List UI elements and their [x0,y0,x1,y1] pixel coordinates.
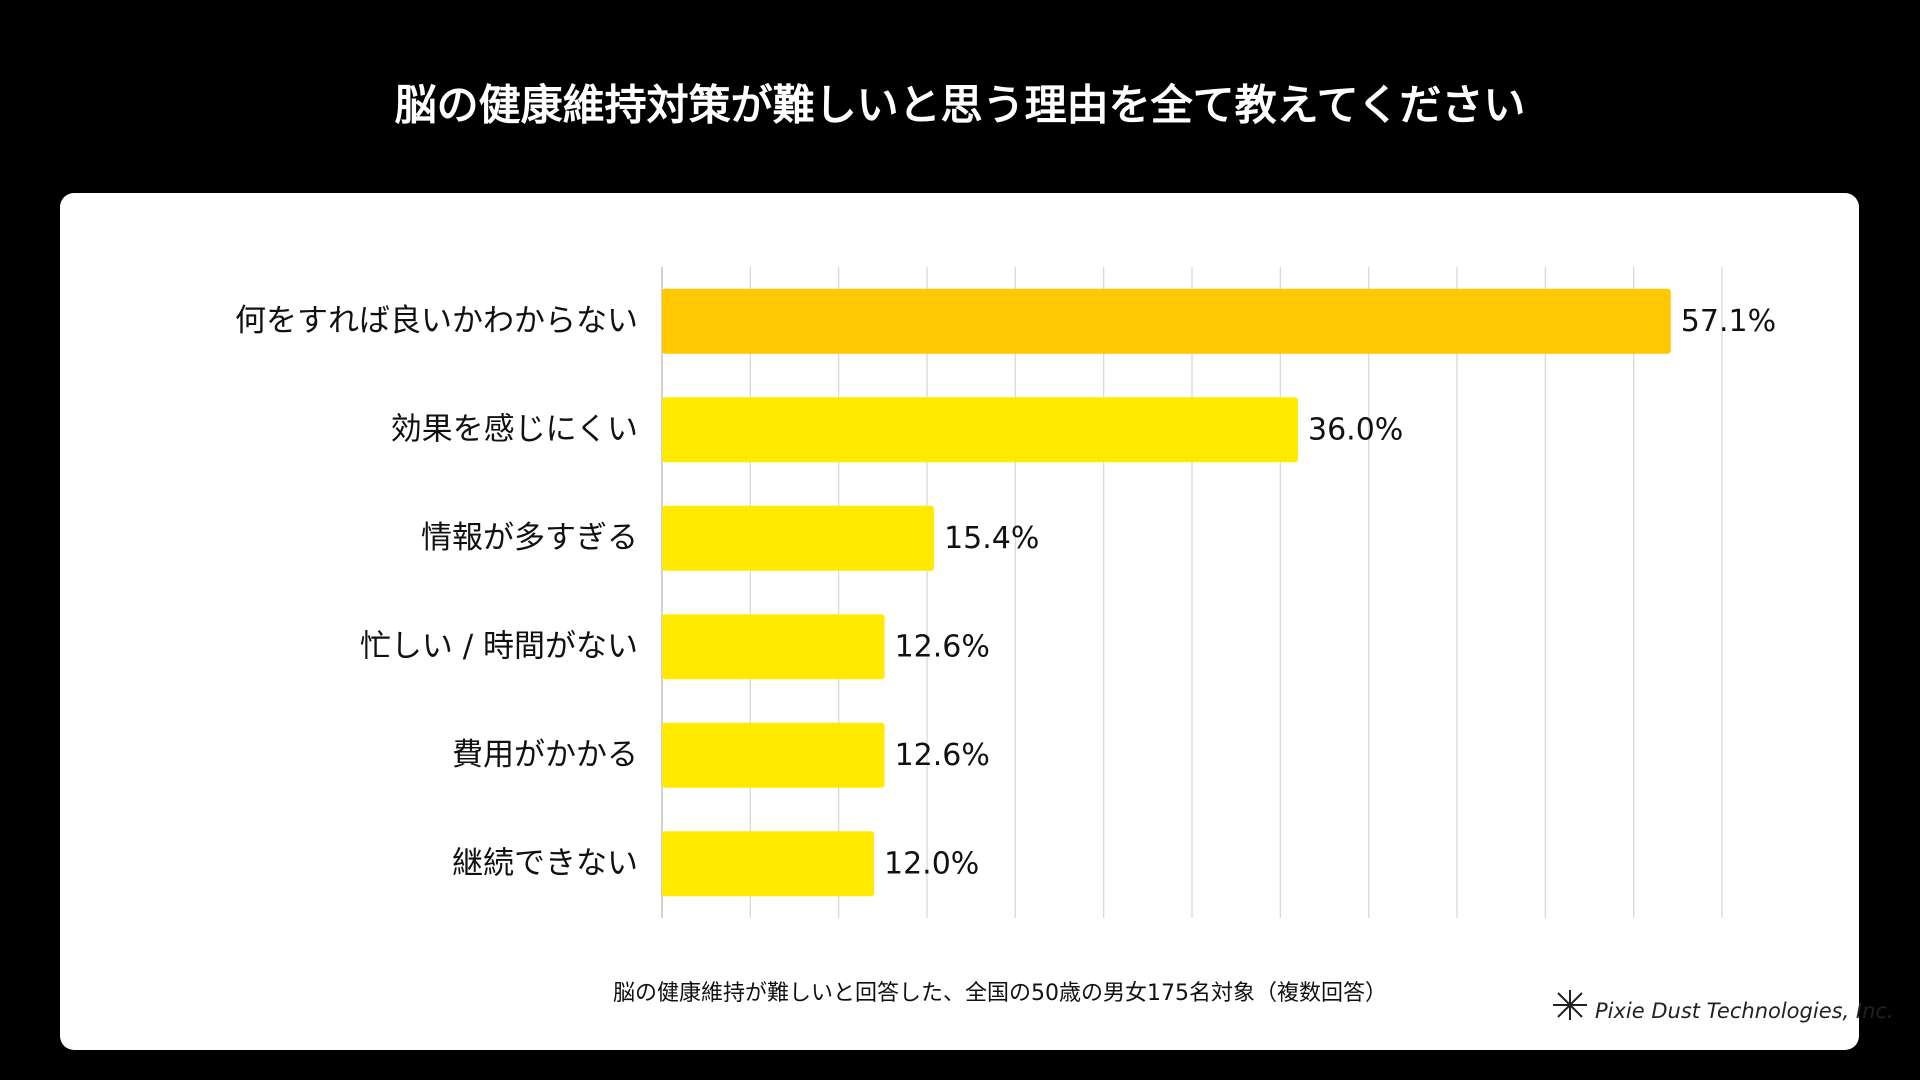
category-label: 費用がかかる [452,737,638,773]
bar [662,505,935,571]
category-label: 効果を感じにくい [391,411,638,447]
grid [661,267,1723,918]
value-label: 15.4% [944,521,1039,556]
value-label: 12.6% [895,629,990,664]
chart-title: 脳の健康維持対策が難しいと思う理由を全て教えてください [395,81,1526,130]
category-label: 継続できない [452,845,638,881]
credit: Pixie Dust Technologies, Inc. [1595,999,1894,1023]
footnote: 脳の健康維持が難しいと回答した、全国の50歳の男女175名対象（複数回答） [613,981,1387,1006]
logo-icon [1553,990,1587,1020]
value-label: 57.1% [1681,304,1776,339]
bar [662,831,874,897]
value-label: 12.0% [884,846,979,881]
bar [662,288,1671,354]
bar [662,397,1298,463]
category-label: 何をすれば良いかわからない [235,303,638,339]
bar [662,614,885,680]
value-label: 36.0% [1308,412,1403,447]
card [60,193,1859,1050]
bar [662,722,885,788]
value-label: 12.6% [895,738,990,773]
bars: 57.1% 何をすれば良いかわからない 36.0% 効果を感じにくい 15.4% 情報が多… [235,288,1776,897]
category-label: 情報が多すぎる [421,520,638,556]
category-label: 忙しい / 時間がない [360,628,638,664]
